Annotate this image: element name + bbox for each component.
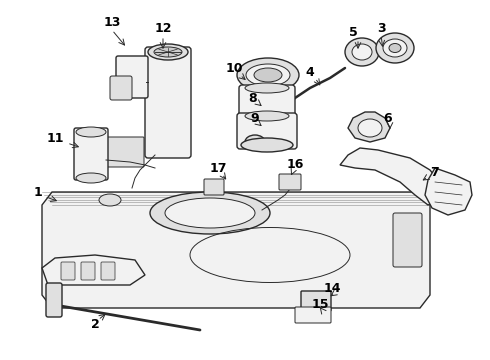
Text: 7: 7 <box>430 166 439 179</box>
FancyBboxPatch shape <box>279 174 301 190</box>
Text: 14: 14 <box>323 282 341 294</box>
FancyBboxPatch shape <box>46 283 62 317</box>
Text: 17: 17 <box>209 162 227 175</box>
Text: 2: 2 <box>91 319 99 332</box>
Ellipse shape <box>352 44 372 60</box>
Ellipse shape <box>76 173 106 183</box>
Ellipse shape <box>165 198 255 228</box>
Text: 15: 15 <box>311 298 329 311</box>
FancyBboxPatch shape <box>74 128 108 180</box>
Polygon shape <box>42 192 430 308</box>
FancyBboxPatch shape <box>239 85 295 121</box>
FancyBboxPatch shape <box>393 213 422 267</box>
Ellipse shape <box>246 64 290 86</box>
Ellipse shape <box>245 83 289 93</box>
FancyBboxPatch shape <box>110 76 132 100</box>
Text: 11: 11 <box>46 131 64 144</box>
Text: 9: 9 <box>251 112 259 125</box>
Text: 12: 12 <box>154 22 172 35</box>
Text: 10: 10 <box>225 62 243 75</box>
Ellipse shape <box>237 58 299 92</box>
Ellipse shape <box>389 44 401 53</box>
Text: 6: 6 <box>384 112 392 125</box>
FancyBboxPatch shape <box>101 262 115 280</box>
FancyBboxPatch shape <box>104 137 144 167</box>
Ellipse shape <box>358 119 382 137</box>
Ellipse shape <box>150 192 270 234</box>
Ellipse shape <box>376 33 414 63</box>
Ellipse shape <box>148 44 188 60</box>
Text: 16: 16 <box>286 158 304 171</box>
Ellipse shape <box>154 47 182 57</box>
Ellipse shape <box>76 127 106 137</box>
Polygon shape <box>348 112 390 142</box>
Text: 1: 1 <box>34 185 42 198</box>
FancyBboxPatch shape <box>116 56 148 98</box>
Polygon shape <box>340 148 442 205</box>
FancyBboxPatch shape <box>145 47 191 158</box>
Ellipse shape <box>241 138 293 152</box>
FancyBboxPatch shape <box>237 113 297 149</box>
Ellipse shape <box>383 39 407 57</box>
FancyBboxPatch shape <box>301 291 331 311</box>
Text: 5: 5 <box>348 26 357 39</box>
Ellipse shape <box>245 111 289 121</box>
FancyBboxPatch shape <box>295 307 331 323</box>
FancyBboxPatch shape <box>81 262 95 280</box>
Text: 8: 8 <box>249 91 257 104</box>
Polygon shape <box>425 168 472 215</box>
Polygon shape <box>42 255 145 285</box>
FancyBboxPatch shape <box>61 262 75 280</box>
Text: 4: 4 <box>306 66 315 78</box>
Ellipse shape <box>254 68 282 82</box>
FancyBboxPatch shape <box>204 179 224 195</box>
Text: 13: 13 <box>103 15 121 28</box>
Text: 3: 3 <box>377 22 385 35</box>
Ellipse shape <box>99 194 121 206</box>
Ellipse shape <box>245 135 265 149</box>
Ellipse shape <box>345 38 379 66</box>
